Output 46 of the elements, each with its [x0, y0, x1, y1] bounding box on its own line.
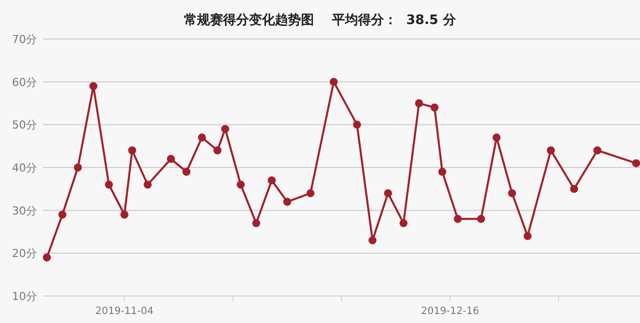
point: [58, 210, 66, 219]
point: [546, 146, 555, 154]
chart-title: 常规赛得分变化趋势图: [184, 12, 314, 28]
y-tick-label: 20分: [12, 247, 37, 260]
point: [221, 124, 230, 133]
point: [236, 180, 245, 189]
point: [89, 82, 98, 90]
y-tick-label: 30分: [12, 204, 37, 218]
y-tick-label: 50分: [12, 118, 37, 132]
point: [492, 134, 501, 142]
point: [104, 180, 113, 189]
point: [430, 104, 439, 112]
y-tick-label: 60分: [12, 76, 37, 89]
point: [570, 184, 578, 193]
point: [252, 219, 260, 228]
y-tick-label: 10分: [12, 290, 37, 303]
point: [454, 214, 462, 223]
point: [74, 164, 82, 172]
point: [632, 159, 640, 168]
point: [128, 146, 136, 154]
point: [268, 176, 276, 184]
point: [593, 146, 602, 154]
point: [306, 189, 314, 198]
point: [524, 232, 532, 240]
point: [42, 253, 51, 262]
point: [198, 134, 206, 142]
point: [182, 168, 190, 176]
x-tick-label: 2019-12-16: [420, 306, 480, 317]
point: [438, 168, 446, 176]
chart-subtitle: 平均得分： 38.5 分: [331, 13, 457, 28]
point: [144, 180, 152, 189]
point: [120, 210, 128, 219]
point: [477, 214, 486, 223]
x-tick-label: 2019-11-04: [95, 306, 154, 317]
point: [283, 198, 292, 206]
point: [384, 189, 392, 198]
point: [415, 99, 424, 108]
point: [330, 78, 338, 86]
point: [508, 189, 516, 198]
y-tick-label: 70分: [12, 33, 37, 46]
point: [213, 146, 222, 154]
point: [166, 154, 175, 163]
point: [400, 219, 408, 228]
y-tick-label: 40分: [12, 162, 37, 174]
point: [353, 120, 362, 129]
point: [368, 236, 377, 244]
